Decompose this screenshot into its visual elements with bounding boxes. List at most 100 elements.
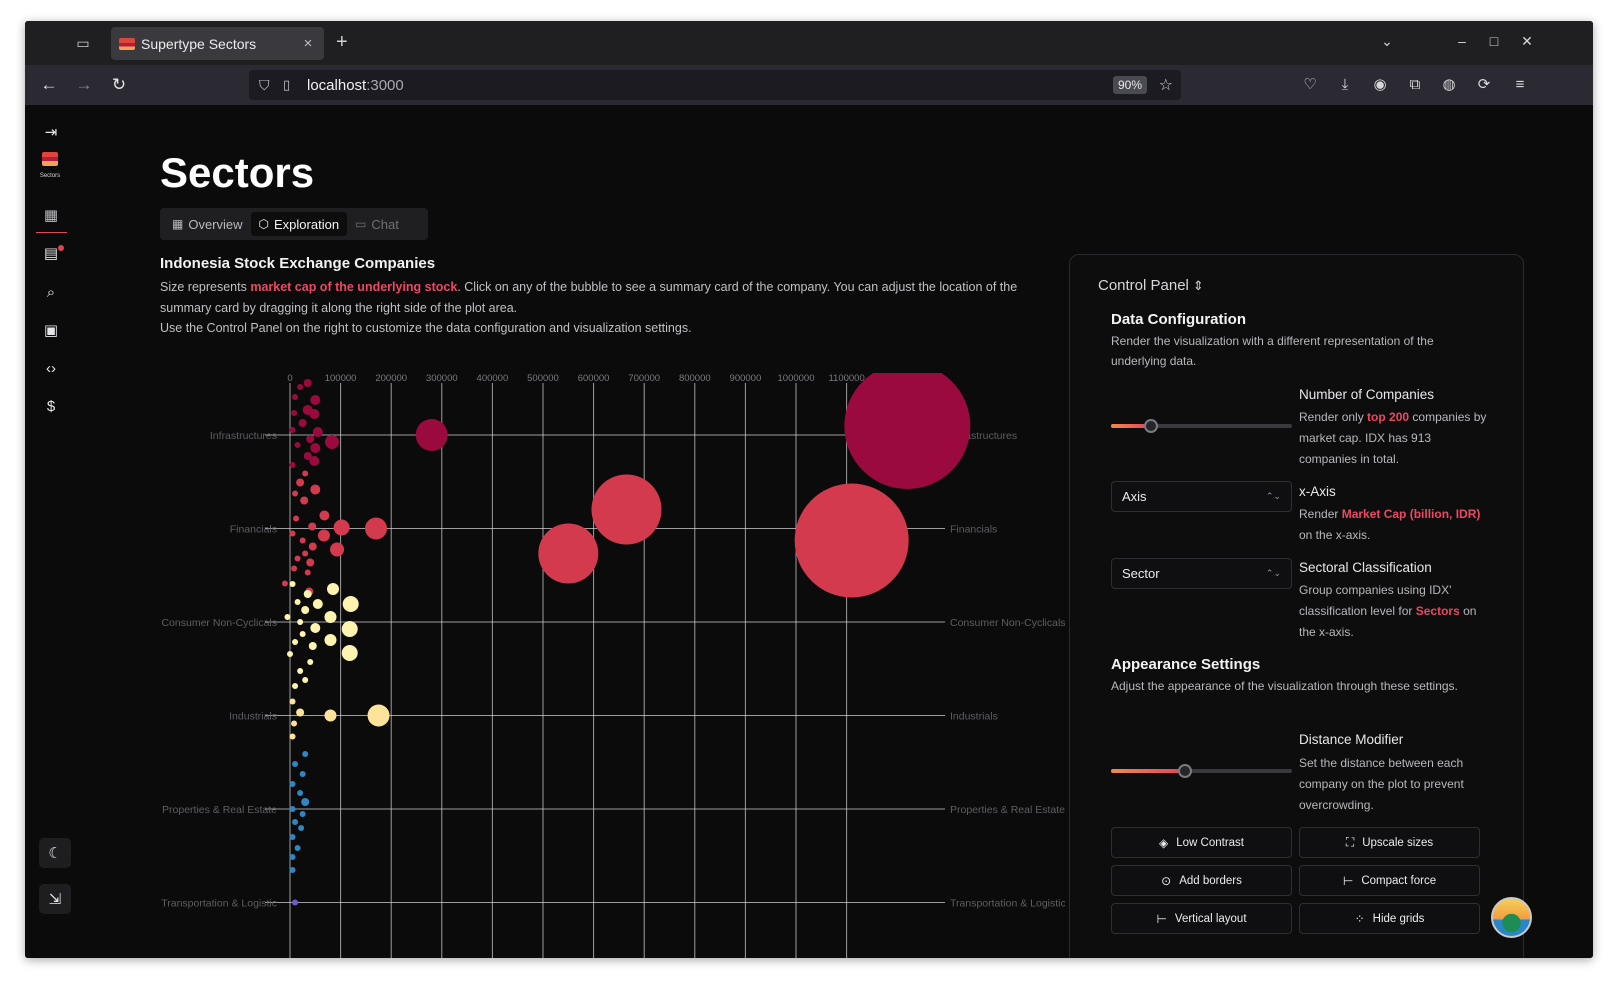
theme-toggle-icon[interactable]: ☾	[39, 838, 71, 868]
company-bubble[interactable]	[293, 515, 300, 522]
company-bubble[interactable]	[296, 708, 305, 717]
company-bubble[interactable]	[292, 899, 299, 906]
company-bubble[interactable]	[591, 474, 662, 545]
translate-globe-icon[interactable]: ◍	[1442, 76, 1456, 93]
bubble-chart[interactable]: 0 100000 200000 300000 400000 500000 600000 700…	[135, 373, 1065, 958]
compact-force-button[interactable]: ⊢ Compact force	[1299, 865, 1480, 896]
company-bubble[interactable]	[297, 790, 304, 796]
company-bubble[interactable]	[289, 698, 296, 705]
company-bubble[interactable]	[300, 496, 309, 505]
company-bubble[interactable]	[289, 581, 296, 587]
company-bubble[interactable]	[319, 510, 330, 521]
company-bubble[interactable]	[304, 569, 311, 576]
company-bubble[interactable]	[333, 519, 350, 536]
company-bubble[interactable]	[302, 677, 309, 683]
company-bubble[interactable]	[324, 709, 337, 722]
upscale-sizes-button[interactable]: ⛶ Upscale sizes	[1299, 827, 1480, 858]
news-icon[interactable]: ▤	[43, 245, 59, 262]
company-bubble[interactable]	[342, 596, 359, 612]
company-bubble[interactable]	[292, 394, 299, 400]
company-bubble[interactable]	[292, 639, 299, 645]
company-bubble[interactable]	[324, 634, 337, 646]
company-bubble[interactable]	[289, 530, 296, 537]
company-bubble[interactable]	[294, 845, 301, 851]
login-icon[interactable]: ⇲	[39, 884, 71, 914]
company-bubble[interactable]	[306, 558, 315, 567]
forward-arrow-icon[interactable]: →	[75, 75, 93, 94]
reload-icon[interactable]: ↻	[111, 75, 127, 94]
tab-list-icon[interactable]: ▭	[76, 34, 90, 51]
dashboard-grid-icon[interactable]: ▦	[43, 207, 59, 224]
company-bubble[interactable]	[844, 373, 971, 489]
company-bubble[interactable]	[301, 798, 310, 806]
company-bubble[interactable]	[310, 443, 321, 453]
pricing-dollar-icon[interactable]: $	[46, 397, 56, 415]
company-bubble[interactable]	[287, 651, 293, 657]
company-bubble[interactable]	[794, 483, 909, 598]
company-bubble[interactable]	[291, 565, 298, 572]
url-bar[interactable]: ⛉ ▯ localhost:3000 90% ☆	[249, 70, 1181, 100]
company-bubble[interactable]	[299, 771, 306, 777]
slider-thumb[interactable]	[1143, 419, 1158, 433]
zoom-level-badge[interactable]: 90%	[1112, 76, 1147, 94]
company-bubble[interactable]	[297, 619, 304, 625]
new-tab-button[interactable]: +	[336, 31, 348, 53]
avatar[interactable]	[1491, 897, 1532, 938]
company-bubble[interactable]	[292, 819, 299, 825]
url-text[interactable]: localhost:3000	[307, 76, 404, 94]
menu-hamburger-icon[interactable]: ≡	[1515, 76, 1525, 93]
company-bubble[interactable]	[302, 751, 309, 757]
company-bubble[interactable]	[294, 442, 301, 448]
company-bubble[interactable]	[299, 537, 306, 544]
company-bubble[interactable]	[284, 614, 291, 620]
minimize-icon[interactable]: –	[1458, 33, 1466, 49]
company-bubble[interactable]	[302, 470, 309, 477]
company-bubble[interactable]	[292, 683, 299, 689]
distance-modifier-slider[interactable]	[1111, 764, 1292, 778]
slider-thumb[interactable]	[1178, 764, 1193, 778]
company-bubble[interactable]	[289, 462, 296, 468]
search-icon[interactable]: ⌕	[46, 283, 56, 301]
company-bubble[interactable]	[309, 409, 320, 419]
company-bubble[interactable]	[312, 427, 323, 437]
company-bubble[interactable]	[312, 599, 323, 609]
company-bubble[interactable]	[291, 720, 298, 727]
company-bubble[interactable]	[303, 590, 312, 598]
back-arrow-icon[interactable]: ←	[40, 75, 58, 94]
company-bubble[interactable]	[289, 806, 296, 812]
hide-grids-button[interactable]: ⁘ Hide grids	[1299, 903, 1480, 934]
company-bubble[interactable]	[297, 668, 304, 674]
company-bubble[interactable]	[310, 484, 321, 495]
company-bubble[interactable]	[281, 580, 288, 587]
company-bubble[interactable]	[415, 419, 448, 451]
account-icon[interactable]: ◉	[1373, 76, 1387, 93]
company-bubble[interactable]	[365, 517, 388, 540]
page-info-icon[interactable]: ▯	[283, 77, 291, 92]
company-bubble[interactable]	[310, 623, 321, 633]
number-of-companies-slider[interactable]	[1111, 419, 1292, 433]
company-bubble[interactable]	[299, 631, 306, 637]
download-icon[interactable]: ⤓	[1341, 76, 1349, 93]
tab-overview[interactable]: ▦ Overview	[172, 216, 243, 232]
company-bubble[interactable]	[367, 704, 390, 727]
company-bubble[interactable]	[294, 599, 301, 605]
tab-exploration[interactable]: ⬡ Exploration	[250, 212, 348, 236]
company-bubble[interactable]	[302, 550, 309, 557]
vertical-layout-button[interactable]: ⊢ Vertical layout	[1111, 903, 1292, 934]
add-borders-button[interactable]: ⊙ Add borders	[1111, 865, 1292, 896]
extensions-icon[interactable]: ⧉	[1409, 76, 1421, 93]
company-bubble[interactable]	[289, 834, 296, 840]
company-bubble[interactable]	[289, 427, 296, 433]
expand-sidebar-icon[interactable]: ⇥	[44, 124, 58, 141]
company-bubble[interactable]	[296, 478, 305, 487]
code-icon[interactable]: ‹›	[46, 359, 56, 377]
company-bubble[interactable]	[308, 522, 317, 531]
company-bubble[interactable]	[308, 542, 317, 551]
tab-chat[interactable]: ▭ Chat	[355, 216, 399, 232]
company-bubble[interactable]	[298, 419, 307, 427]
company-bubble[interactable]	[317, 529, 330, 542]
reports-icon[interactable]: ▣	[43, 322, 59, 339]
pocket-icon[interactable]: ♡	[1303, 76, 1317, 93]
low-contrast-button[interactable]: ◈ Low Contrast	[1111, 827, 1292, 858]
company-bubble[interactable]	[309, 456, 320, 466]
